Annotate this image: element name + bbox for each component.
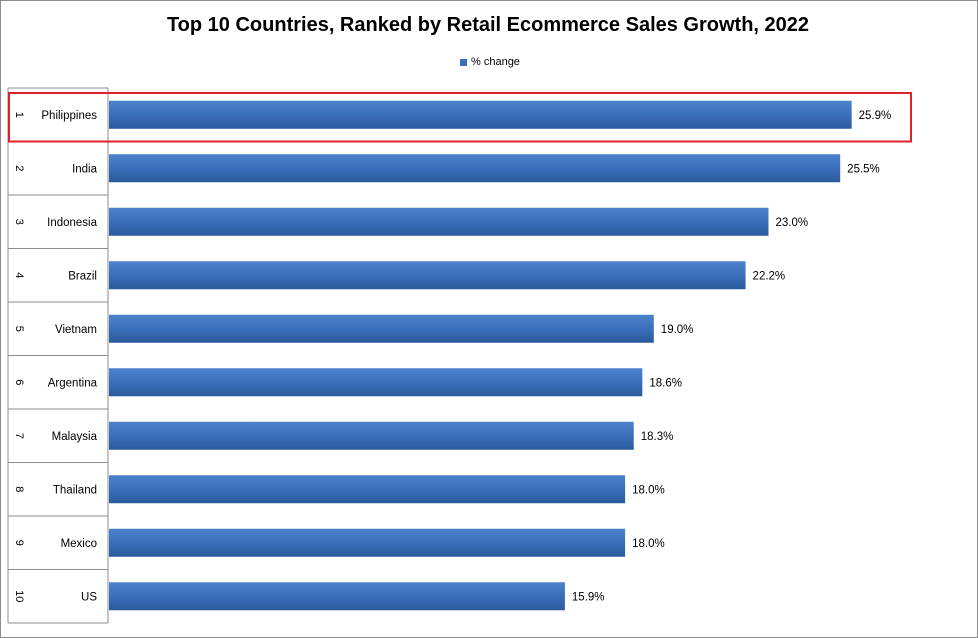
- rank-label: 6: [13, 379, 25, 385]
- value-label: 19.0%: [661, 324, 694, 336]
- rank-label: 9: [13, 540, 25, 546]
- category-label: Malaysia: [52, 431, 98, 443]
- category-label: Argentina: [48, 377, 98, 389]
- highlight-box: [8, 92, 912, 143]
- bar: [109, 421, 634, 450]
- value-label: 23.0%: [775, 217, 808, 229]
- rank-label: 8: [13, 486, 25, 492]
- rank-label: 10: [13, 590, 25, 602]
- rank-label: 5: [13, 326, 25, 332]
- legend-swatch: [460, 58, 467, 66]
- category-label: Indonesia: [47, 217, 97, 229]
- bar: [109, 475, 626, 504]
- category-label: India: [72, 163, 98, 175]
- rank-label: 4: [13, 272, 25, 278]
- bar: [109, 100, 852, 129]
- value-label: 25.9%: [859, 110, 892, 122]
- bar: [109, 154, 841, 183]
- category-label: Thailand: [53, 484, 97, 496]
- category-label: US: [81, 591, 97, 603]
- value-label: 15.9%: [572, 591, 605, 603]
- value-label: 18.0%: [632, 538, 665, 550]
- chart-title: Top 10 Countries, Ranked by Retail Ecomm…: [166, 14, 810, 36]
- category-label: Vietnam: [55, 324, 97, 336]
- rank-label: 2: [13, 165, 25, 171]
- rank-label: 3: [13, 219, 25, 225]
- bar: [109, 368, 643, 397]
- value-label: 18.0%: [632, 484, 665, 496]
- bar: [109, 528, 626, 557]
- category-label: Mexico: [61, 538, 97, 550]
- category-label: Philippines: [41, 110, 97, 122]
- category-label: Brazil: [68, 270, 97, 282]
- value-label: 25.5%: [847, 163, 880, 175]
- rank-label: 7: [13, 433, 25, 439]
- legend-label: % change: [471, 56, 520, 68]
- rank-label: 1: [13, 112, 25, 118]
- value-label: 22.2%: [753, 270, 786, 282]
- bar: [109, 582, 565, 611]
- bar: [109, 314, 654, 343]
- legend: % change: [460, 56, 520, 68]
- bar: [109, 207, 769, 236]
- value-label: 18.6%: [649, 377, 682, 389]
- value-label: 18.3%: [641, 431, 674, 443]
- bar: [109, 261, 746, 290]
